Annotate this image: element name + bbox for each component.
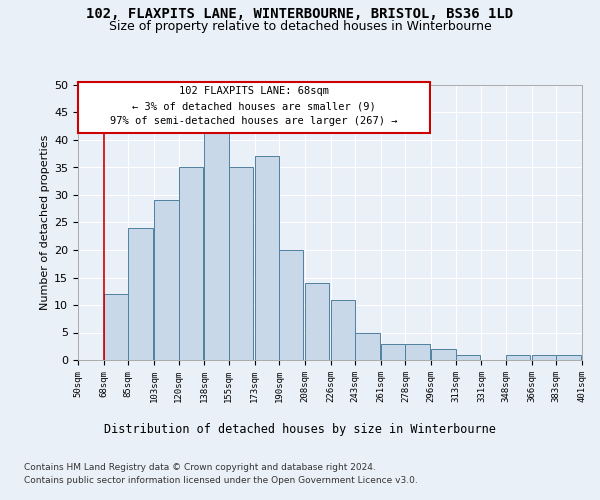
Bar xyxy=(556,354,581,360)
Text: Distribution of detached houses by size in Winterbourne: Distribution of detached houses by size … xyxy=(104,422,496,436)
Bar xyxy=(381,344,406,360)
Bar xyxy=(406,344,430,360)
Bar xyxy=(104,294,128,360)
Text: ← 3% of detached houses are smaller (9): ← 3% of detached houses are smaller (9) xyxy=(132,101,376,111)
Bar xyxy=(355,332,380,360)
Bar xyxy=(331,300,355,360)
Y-axis label: Number of detached properties: Number of detached properties xyxy=(40,135,50,310)
Bar xyxy=(305,283,329,360)
Bar xyxy=(179,168,203,360)
Text: Contains HM Land Registry data © Crown copyright and database right 2024.: Contains HM Land Registry data © Crown c… xyxy=(24,462,376,471)
Bar xyxy=(532,354,556,360)
Bar xyxy=(128,228,152,360)
Bar xyxy=(205,129,229,360)
Bar xyxy=(506,354,530,360)
Text: 102, FLAXPITS LANE, WINTERBOURNE, BRISTOL, BS36 1LD: 102, FLAXPITS LANE, WINTERBOURNE, BRISTO… xyxy=(86,8,514,22)
Text: 97% of semi-detached houses are larger (267) →: 97% of semi-detached houses are larger (… xyxy=(110,116,398,126)
Bar xyxy=(154,200,179,360)
Bar xyxy=(229,168,253,360)
Bar xyxy=(254,156,279,360)
Bar xyxy=(455,354,480,360)
Text: Size of property relative to detached houses in Winterbourne: Size of property relative to detached ho… xyxy=(109,20,491,33)
Text: Contains public sector information licensed under the Open Government Licence v3: Contains public sector information licen… xyxy=(24,476,418,485)
Text: 102 FLAXPITS LANE: 68sqm: 102 FLAXPITS LANE: 68sqm xyxy=(179,86,329,97)
Bar xyxy=(431,349,455,360)
Bar xyxy=(279,250,304,360)
